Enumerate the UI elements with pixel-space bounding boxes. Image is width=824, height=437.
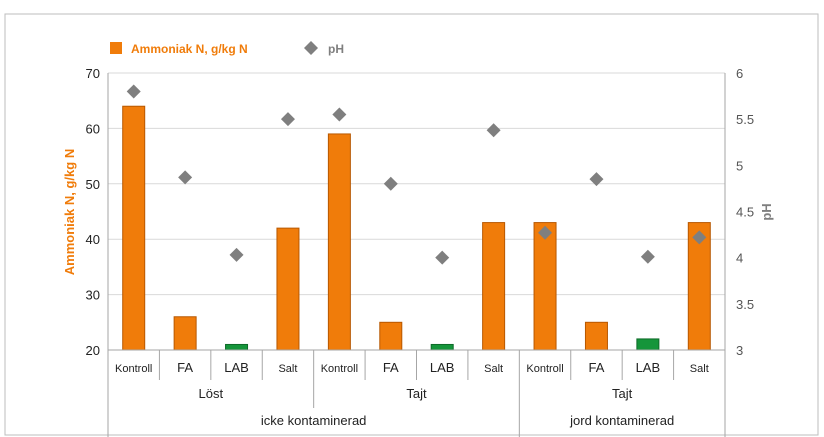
- legend-bar-swatch: [110, 42, 122, 54]
- group-label: Tajt: [406, 386, 427, 401]
- category-label: FA: [589, 360, 605, 375]
- left-tick-label: 60: [86, 121, 100, 136]
- ph-point: [486, 123, 501, 138]
- ph-point: [435, 250, 450, 265]
- ph-point: [589, 172, 604, 187]
- group-label: Löst: [199, 386, 224, 401]
- bar-kontroll-0: [122, 105, 146, 351]
- bar-salt-7: [482, 222, 506, 351]
- category-label: Salt: [484, 363, 503, 375]
- bar-series: [122, 105, 711, 351]
- right-tick-label: 3.5: [736, 297, 754, 312]
- group-label: Tajt: [612, 386, 633, 401]
- legend: Ammoniak N, g/kg N pH: [110, 41, 344, 56]
- ph-series: [126, 84, 707, 265]
- category-label: LAB: [224, 360, 249, 375]
- legend-ph-swatch: [304, 41, 318, 55]
- bar-kontroll-4: [327, 133, 351, 351]
- category-group-labels: Löst Tajt Tajt icke kontaminerad jord kontam…: [107, 380, 726, 437]
- bar-fa-5: [379, 321, 403, 351]
- bar-kontroll-8: [533, 222, 557, 351]
- category-label: Salt: [690, 363, 709, 375]
- ph-point: [229, 247, 244, 262]
- gridlines: [108, 72, 725, 296]
- legend-bar-label: Ammoniak N, g/kg N: [131, 42, 248, 56]
- right-tick-label: 4.5: [736, 205, 754, 220]
- supergroup-label: jord kontaminerad: [569, 413, 674, 428]
- category-label: Kontroll: [115, 363, 152, 375]
- ph-point: [640, 249, 655, 264]
- right-tick-label: 6: [736, 66, 743, 81]
- left-tick-label: 50: [86, 177, 100, 192]
- right-tick-label: 4: [736, 251, 743, 266]
- ph-point: [692, 230, 707, 245]
- supergroup-label: icke kontaminerad: [261, 413, 367, 428]
- right-tick-labels: 3 3.5 4 4.5 5 5.5 6: [736, 66, 754, 358]
- category-label: Kontroll: [321, 363, 358, 375]
- ph-point: [280, 112, 295, 127]
- category-labels: Kontroll FA LAB Salt Kontroll FA LAB Salt Kontro…: [107, 350, 726, 380]
- right-axis-title: pH: [759, 203, 774, 220]
- category-label: Kontroll: [526, 363, 563, 375]
- bar-lab-10: [636, 338, 660, 351]
- bar-fa-1: [173, 316, 197, 351]
- bar-fa-9: [584, 321, 608, 351]
- legend-ph-label: pH: [328, 42, 344, 56]
- left-tick-label: 70: [86, 66, 100, 81]
- category-label: FA: [177, 360, 193, 375]
- category-label: Salt: [278, 363, 297, 375]
- category-label: LAB: [430, 360, 455, 375]
- ph-point: [332, 107, 347, 122]
- ph-point: [126, 84, 141, 99]
- left-axis-title: Ammoniak N, g/kg N: [62, 149, 77, 275]
- ph-point: [383, 176, 398, 191]
- left-tick-label: 20: [86, 343, 100, 358]
- left-tick-label: 30: [86, 288, 100, 303]
- chart-frame: [4, 13, 819, 436]
- ph-point: [178, 170, 193, 185]
- bar-lab-6: [430, 343, 454, 351]
- left-tick-labels: 20 30 40 50 60 70: [86, 66, 100, 358]
- right-tick-label: 5: [736, 158, 743, 173]
- right-tick-label: 5.5: [736, 112, 754, 127]
- ph-point: [538, 225, 553, 240]
- left-tick-label: 40: [86, 232, 100, 247]
- bar-salt-3: [276, 227, 300, 351]
- bar-lab-2: [225, 343, 249, 351]
- category-label: LAB: [636, 360, 661, 375]
- right-tick-label: 3: [736, 343, 743, 358]
- category-label: FA: [383, 360, 399, 375]
